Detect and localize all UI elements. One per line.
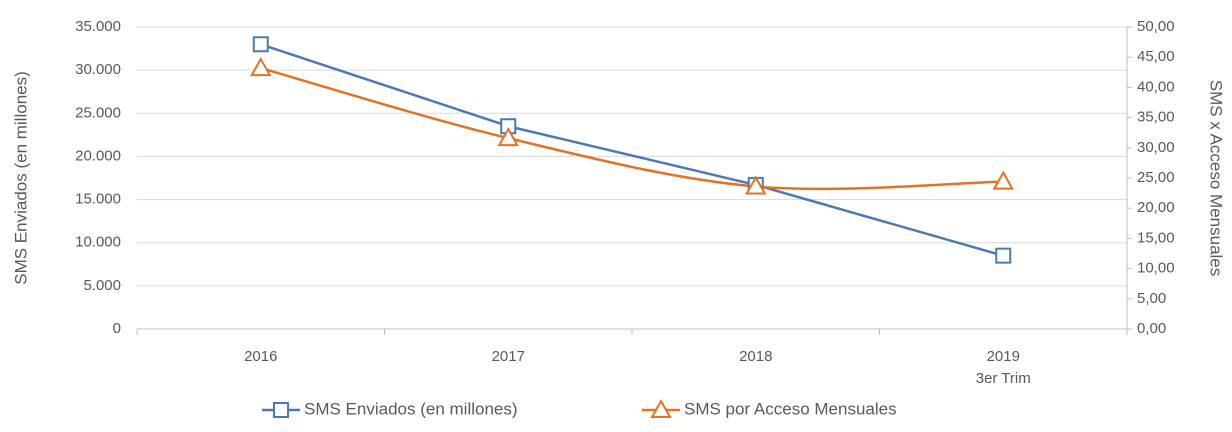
y2-tick-label: 5,00: [1137, 290, 1166, 307]
x-tick-label: 2019 3er Trim: [976, 348, 1031, 387]
x-tick-label: 2016: [244, 348, 277, 365]
series-line: [260, 43, 1004, 257]
y2-axis-title: SMS x Acceso Mensuales: [1207, 80, 1226, 277]
point: [252, 36, 269, 53]
legend-marker: [650, 398, 672, 418]
y-tick-label: 20.000: [75, 147, 121, 164]
y2-tick-label: 25,00: [1137, 169, 1175, 186]
series-line: [260, 66, 1004, 191]
y-tick-label: 25.000: [75, 104, 121, 121]
point: [995, 247, 1012, 264]
y2-tick-label: 15,00: [1137, 229, 1175, 246]
y-tick-label: 30.000: [75, 61, 121, 78]
point: [992, 170, 1014, 190]
y-tick-label: 0: [113, 320, 121, 337]
point: [250, 57, 272, 77]
x-tick-label: 2018: [739, 348, 772, 365]
y2-tick-label: 35,00: [1137, 109, 1175, 126]
y2-tick-label: 50,00: [1137, 18, 1175, 35]
legend-label: SMS Enviados (en millones): [304, 399, 518, 418]
y-tick-label: 5.000: [83, 277, 121, 294]
point: [497, 127, 519, 147]
y2-tick-label: 0,00: [1137, 320, 1166, 337]
y-axis-title: SMS Enviados (en millones): [11, 71, 30, 285]
y2-tick-label: 10,00: [1137, 260, 1175, 277]
y2-tick-label: 40,00: [1137, 78, 1175, 95]
y2-tick-label: 30,00: [1137, 139, 1175, 156]
y-tick-label: 35.000: [75, 18, 121, 35]
y2-tick-label: 45,00: [1137, 48, 1175, 65]
point: [745, 175, 767, 195]
y2-tick-label: 20,00: [1137, 199, 1175, 216]
x-tick-label: 2017: [492, 348, 525, 365]
legend-label: SMS por Acceso Mensuales: [684, 399, 897, 418]
y-tick-label: 10.000: [75, 234, 121, 251]
legend-marker: [273, 402, 289, 418]
y-tick-label: 15.000: [75, 191, 121, 208]
